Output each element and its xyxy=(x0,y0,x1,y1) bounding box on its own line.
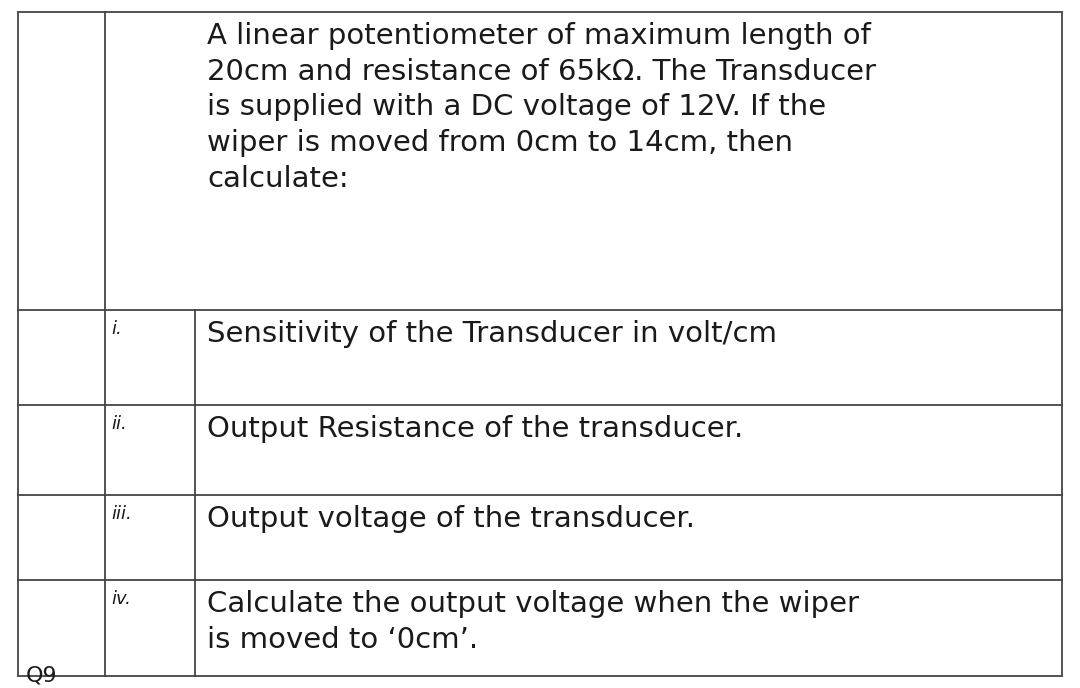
Text: i.: i. xyxy=(111,320,122,338)
Text: iv.: iv. xyxy=(111,590,131,608)
Text: A linear potentiometer of maximum length of
20cm and resistance of 65kΩ. The Tra: A linear potentiometer of maximum length… xyxy=(207,22,876,193)
Text: Output voltage of the transducer.: Output voltage of the transducer. xyxy=(207,505,696,533)
Text: Q9: Q9 xyxy=(26,666,57,686)
Text: ii.: ii. xyxy=(111,415,126,433)
Text: Output Resistance of the transducer.: Output Resistance of the transducer. xyxy=(207,415,743,443)
Text: Calculate the output voltage when the wiper
is moved to ‘0cm’.: Calculate the output voltage when the wi… xyxy=(207,590,859,654)
Text: iii.: iii. xyxy=(111,505,132,523)
Text: Sensitivity of the Transducer in volt/cm: Sensitivity of the Transducer in volt/cm xyxy=(207,320,777,348)
